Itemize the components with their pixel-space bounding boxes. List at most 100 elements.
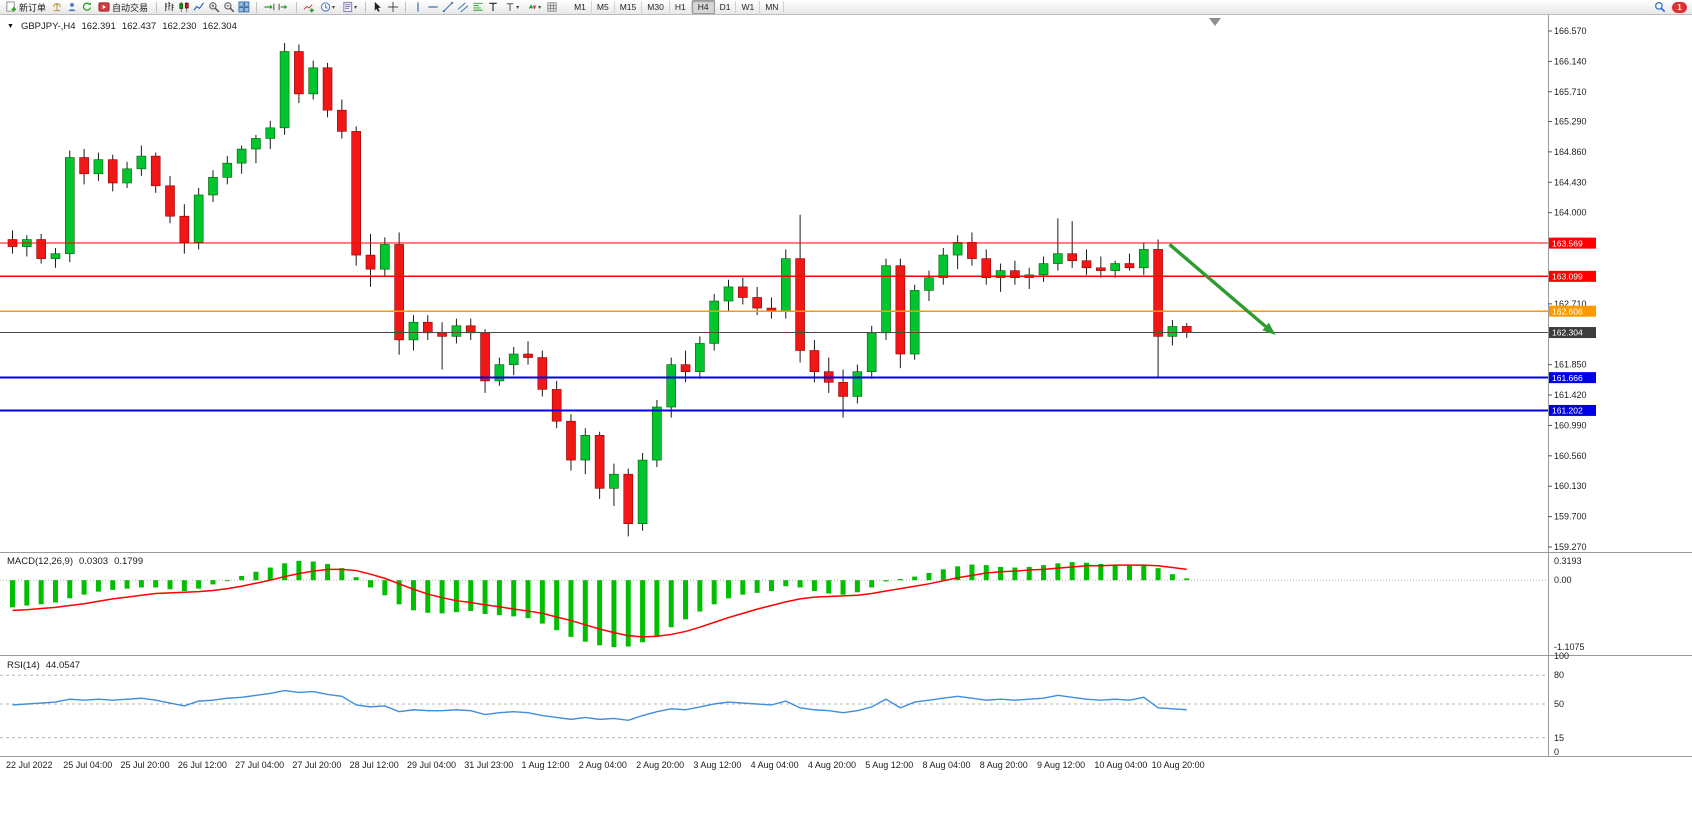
macd-bar (511, 580, 517, 617)
grid-icon[interactable] (546, 1, 558, 13)
indicators-icon[interactable] (303, 1, 315, 13)
timeframe-H1[interactable]: H1 (670, 1, 692, 13)
arrows-tool-button[interactable]: ▾ (524, 1, 543, 13)
macd-bar (339, 568, 345, 581)
timeframe-M5[interactable]: M5 (592, 1, 615, 13)
tile-windows-icon[interactable] (238, 1, 250, 13)
line-chart-icon[interactable] (193, 1, 205, 13)
candle (981, 258, 992, 278)
macd-bar (138, 580, 144, 588)
macd-bar (210, 580, 216, 585)
timeframe-H4[interactable]: H4 (691, 0, 715, 14)
search-icon[interactable] (1654, 1, 1666, 13)
trend-arrow[interactable] (1168, 243, 1267, 328)
channel-tool-icon[interactable] (457, 1, 469, 13)
chevron-down-icon: ▾ (516, 4, 520, 11)
zoom-in-icon[interactable] (208, 1, 220, 13)
timeframe-M1[interactable]: M1 (569, 1, 592, 13)
date-label: 5 Aug 12:00 (865, 760, 913, 770)
macd-bar (1026, 566, 1032, 581)
macd-bar (224, 580, 230, 582)
vertical-line-tool-icon[interactable] (412, 1, 424, 13)
price-tick-label: 160.130 (1554, 481, 1587, 491)
candle (322, 67, 333, 111)
price-line-label-box (1549, 327, 1596, 339)
notification-badge[interactable]: 1 (1672, 1, 1687, 13)
date-label: 25 Jul 20:00 (121, 760, 170, 770)
candle (537, 357, 548, 390)
auto-scroll-icon[interactable] (263, 1, 275, 13)
candle (107, 159, 118, 184)
price-line-label-box (1549, 237, 1596, 249)
toolbar-right-group: 1 (1654, 1, 1689, 13)
timeframe-D1[interactable]: D1 (715, 1, 737, 13)
candle (337, 109, 347, 132)
label-tool-button[interactable]: ▾ (502, 1, 521, 13)
price-line-label: 163.099 (1552, 272, 1583, 282)
macd-bar (425, 580, 431, 613)
toolbar-separator (296, 1, 298, 13)
macd-title: MACD(12,26,9) (7, 556, 73, 567)
macd-axis-label: -1.1075 (1554, 642, 1585, 652)
chart-shift-marker[interactable] (1209, 18, 1221, 26)
candle (36, 239, 46, 259)
chart-plot-area[interactable] (0, 15, 1548, 552)
date-label: 2 Aug 04:00 (579, 760, 627, 770)
macd-bar (768, 580, 774, 592)
crosshair-icon[interactable] (387, 1, 399, 13)
macd-bar (726, 580, 731, 599)
chart-symbol-header: ▼ GBPJPY-,H4 162.391 162.437 162.230 162… (7, 21, 237, 32)
candle (351, 131, 361, 256)
chart-canvas[interactable]: 166.570 166.140 165.710 165.290 164.860 164.4… (0, 15, 1692, 777)
chevron-down-icon: ▾ (538, 4, 542, 11)
text-tool-icon[interactable] (487, 1, 499, 13)
timeframe-M30[interactable]: M30 (642, 1, 670, 13)
macd-bar (167, 580, 173, 590)
timeframe-M15[interactable]: M15 (615, 1, 643, 13)
macd-panel[interactable] (0, 553, 1548, 655)
candlestick-chart-icon[interactable] (178, 1, 190, 13)
chart-shift-icon[interactable] (278, 1, 290, 13)
cursor-icon[interactable] (372, 1, 384, 13)
auto-trading-button[interactable]: 自动交易 (96, 1, 150, 14)
horizontal-line-tool-icon[interactable] (427, 1, 439, 13)
new-order-button[interactable]: 新订单 (3, 1, 48, 14)
profile-icon[interactable] (66, 1, 78, 13)
price-line-label: 163.569 (1552, 238, 1583, 248)
macd-bar (654, 580, 660, 636)
zoom-out-icon[interactable] (223, 1, 235, 13)
collapse-triangle-icon[interactable]: ▼ (7, 23, 14, 30)
date-label: 27 Jul 04:00 (235, 760, 284, 770)
rsi-panel[interactable] (0, 656, 1548, 756)
candle (680, 364, 691, 373)
macd-bar (1155, 568, 1161, 581)
candle (50, 253, 61, 259)
candle (1124, 263, 1135, 269)
scales-icon[interactable] (51, 1, 63, 13)
price-tick-label: 161.420 (1554, 390, 1587, 400)
templates-button[interactable]: ▾ (340, 1, 359, 13)
macd-bar (869, 580, 875, 588)
date-label: 4 Aug 20:00 (808, 760, 856, 770)
candle (150, 155, 161, 187)
trendline-tool-icon[interactable] (442, 1, 454, 13)
bar-chart-icon[interactable] (163, 1, 175, 13)
timeframe-W1[interactable]: W1 (736, 1, 761, 13)
timeframe-MN[interactable]: MN (760, 1, 785, 13)
new-order-label: 新订单 (19, 2, 47, 13)
toolbar-separator (256, 1, 258, 13)
candle (1110, 263, 1120, 271)
auto-trading-label: 自动交易 (112, 2, 149, 13)
chart-window[interactable]: 166.570 166.140 165.710 165.290 164.860 164.4… (0, 15, 1692, 777)
candle (1181, 326, 1192, 333)
macd-bar (783, 580, 789, 587)
periods-button[interactable]: ▾ (318, 1, 337, 13)
macd-bar (382, 580, 388, 596)
candle (308, 67, 319, 95)
ohlc-high: 162.437 (121, 21, 157, 32)
arrows-tool-icon (528, 4, 537, 10)
fibonacci-tool-icon[interactable] (472, 1, 484, 13)
refresh-icon[interactable] (81, 1, 93, 13)
price-line-label: 161.202 (1552, 406, 1583, 416)
price-tick-label: 164.860 (1554, 147, 1587, 157)
